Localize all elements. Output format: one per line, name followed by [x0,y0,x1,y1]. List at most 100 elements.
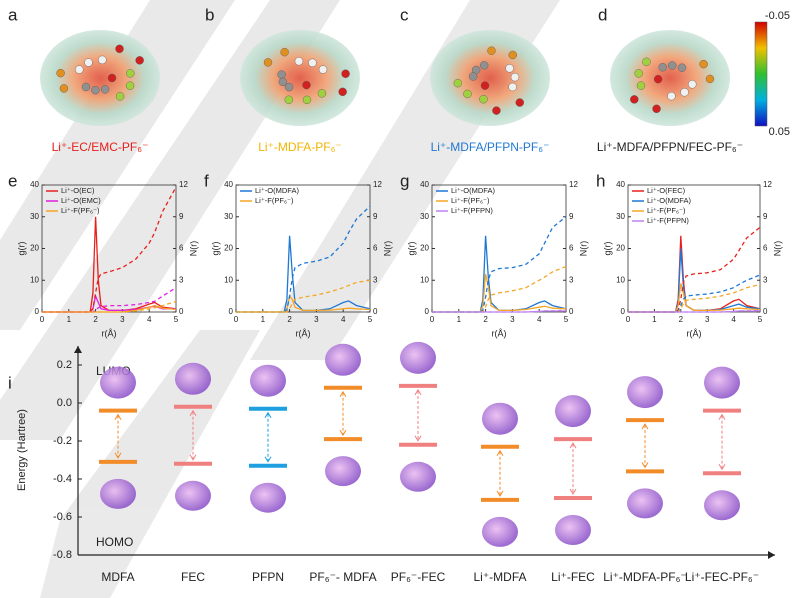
atom [634,69,643,78]
y-tick-label: -0.8 [53,549,72,561]
atom [100,85,110,94]
atom [630,95,639,104]
y2-tick-label: 6 [763,244,768,253]
y-tick-label: 40 [224,180,233,189]
x-tick-label: 5 [174,315,179,324]
atom [699,59,708,69]
atom [107,73,117,83]
x-tick-label: 2 [93,315,98,324]
legend-label: Li⁺-O(FEC) [647,186,686,195]
atom [284,82,294,92]
x-tick-label: 3 [705,315,710,324]
x-tick-label: 3 [510,315,515,324]
n-curve [42,287,177,313]
x-tick-label: 4 [731,315,736,324]
x-tick-label: 4 [341,315,346,324]
y-tick-label: 0.2 [57,359,72,371]
legend-label: Li⁺-O(MDFA) [255,186,299,195]
y2-tick-label: 6 [179,244,184,253]
y-tick-label: 10 [30,275,39,284]
x-tick-label: 4 [147,315,152,324]
x-tick-label: 0 [430,315,435,324]
panel-caption: Li⁺-MDFA/PFPN-PF₆⁻ [431,140,550,154]
arrow-head [718,413,726,471]
atom [680,88,689,97]
legend-label: Li⁺-O(MDFA) [451,186,495,195]
x-tick-label: 0 [40,315,45,324]
y-tick-label: 0.0 [57,397,72,409]
atom [308,58,317,68]
atom [341,69,350,78]
atom [636,81,646,90]
orbital [555,395,591,428]
atom [667,91,676,101]
arrow-head [496,449,504,497]
g-curve [432,235,567,313]
atom [277,70,286,79]
y2-tick-label: 12 [373,180,382,189]
orbital [400,341,436,374]
colorbar-label: 0.05 [769,126,790,138]
panel-label: h [596,171,605,190]
x-axis-title: r(Å) [296,328,311,338]
atom [84,58,93,67]
esp-surface [40,30,160,126]
panel-label: b [205,5,214,24]
y2-tick-label: 3 [569,275,574,284]
atom [280,47,289,57]
x-tick-label: 5 [758,315,763,324]
g-curve [628,248,761,313]
atom [115,44,124,54]
legend-label: Li⁺-O(MDFA) [647,196,691,205]
atom [75,65,84,74]
x-tick-label: 2 [483,315,488,324]
n-curve [432,309,567,313]
atom [487,46,496,55]
atom [284,95,294,104]
y-tick-label: 20 [420,244,429,253]
y-axis-title: g(r) [602,242,612,256]
orbital [704,490,740,521]
arrow-head [189,409,197,461]
atom [653,74,663,84]
y-axis-title: Energy (Hartree) [16,409,28,491]
category-label: FEC [181,570,205,584]
x-tick-label: 1 [652,315,657,324]
y-tick-label: 0 [35,307,40,316]
atom [492,106,501,115]
y2-tick-label: 9 [179,212,184,221]
atom [453,78,463,88]
y2-tick-label: 3 [763,275,768,284]
y-tick-label: 0 [229,307,234,316]
panel-caption: Li⁺-MDFA/PFPN/FEC-PF₆⁻ [597,140,743,154]
y2-tick-label: 12 [569,180,578,189]
atom [56,68,65,78]
y2-tick-label: 0 [569,307,574,316]
x-tick-label: 3 [120,315,125,324]
atom [278,77,288,87]
y-tick-label: 0 [621,307,626,316]
legend-label: Li⁺-F(PFPN) [451,206,493,215]
atom [480,81,490,90]
category-label: Li⁺-MDFA [473,570,526,584]
category-label: Li⁺-FEC [551,570,595,584]
atom [125,81,135,90]
g-curve [628,283,761,313]
esp-surface [430,30,550,126]
orbital [704,366,740,399]
arrow-head [339,390,347,437]
atom [463,89,472,99]
y2-tick-label: 6 [373,244,378,253]
x-axis-title: r(Å) [687,328,702,338]
n-curve [42,186,177,313]
atom [468,72,478,81]
y2-tick-label: 9 [569,212,574,221]
colorbar-label: -0.05 [765,10,790,22]
atom [135,56,144,65]
y-tick-label: 10 [616,275,625,284]
y2-tick-label: 12 [763,180,772,189]
atom [318,65,328,74]
atom [91,85,100,95]
panel-label: c [400,5,409,24]
